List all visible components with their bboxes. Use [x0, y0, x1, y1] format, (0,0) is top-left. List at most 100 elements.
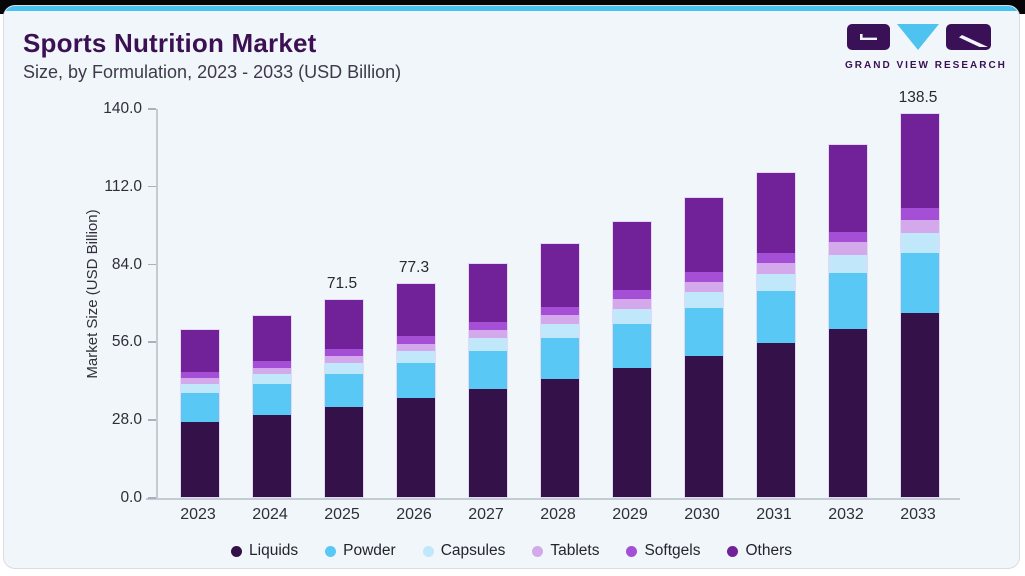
stacked-bar-2030	[684, 197, 724, 498]
y-tick-label: 28.0	[111, 411, 142, 429]
segment-powder-2024	[253, 384, 291, 415]
bar-value-label-2025: 71.5	[326, 275, 358, 293]
segment-capsules-2028	[541, 324, 579, 338]
gvr-logo-text: GRAND VIEW RESEARCH	[845, 60, 1007, 71]
x-tick-label-2026: 2026	[396, 506, 432, 523]
segment-capsules-2030	[685, 292, 723, 309]
chart-card: Sports Nutrition Market Size, by Formula…	[3, 5, 1020, 569]
segment-liquids-2024	[253, 414, 291, 497]
segment-liquids-2029	[613, 368, 651, 497]
segment-others-2030	[685, 198, 723, 273]
segment-powder-2033	[901, 252, 939, 314]
segment-liquids-2030	[685, 356, 723, 497]
legend-label-liquids: Liquids	[249, 542, 299, 559]
stacked-bar-2033	[900, 113, 940, 498]
legend-label-tablets: Tablets	[550, 542, 600, 559]
y-tick-label: 140.0	[103, 100, 142, 117]
x-tick-label-2032: 2032	[828, 506, 864, 523]
segment-softgels-2033	[901, 208, 939, 220]
segment-softgels-2031	[757, 252, 795, 263]
chart-subtitle: Size, by Formulation, 2023 - 2033 (USD B…	[23, 62, 402, 82]
stacked-bar-2028	[540, 243, 580, 498]
y-tick-label: 0.0	[120, 489, 142, 506]
y-tick-label: 112.0	[104, 177, 142, 195]
legend-dot-powder	[325, 545, 337, 557]
y-tick-label: 84.0	[111, 255, 142, 273]
chart-title: Sports Nutrition Market	[23, 28, 317, 58]
segment-capsules-2023	[181, 384, 219, 394]
segment-others-2032	[829, 144, 867, 232]
segment-tablets-2031	[757, 262, 795, 275]
segment-liquids-2033	[901, 313, 939, 497]
grand-view-research-logo: GRAND VIEW RESEARCH	[845, 24, 1007, 71]
segment-powder-2027	[469, 350, 507, 390]
y-tick-mark	[148, 185, 156, 188]
stacked-bar-2025	[324, 299, 364, 498]
segment-others-2024	[253, 315, 291, 362]
legend-dot-tablets	[532, 545, 544, 557]
segment-tablets-2028	[541, 315, 579, 325]
x-axis-line	[146, 498, 960, 500]
x-tick-label-2025: 2025	[324, 506, 360, 523]
segment-tablets-2025	[325, 356, 363, 364]
segment-liquids-2023	[181, 421, 219, 497]
legend-label-others: Others	[745, 542, 792, 559]
segment-softgels-2027	[469, 322, 507, 330]
segment-softgels-2023	[181, 372, 219, 379]
segment-capsules-2025	[325, 363, 363, 375]
bar-value-label-2026: 77.3	[398, 259, 430, 277]
legend-label-capsules: Capsules	[440, 542, 506, 559]
card-top-accent-bar	[4, 6, 1019, 11]
y-tick-mark	[148, 341, 156, 343]
x-tick-label-2028: 2028	[540, 506, 576, 523]
segment-softgels-2024	[253, 361, 291, 368]
legend-item-softgels: Softgels	[626, 542, 700, 560]
segment-powder-2026	[397, 362, 435, 399]
segment-liquids-2025	[325, 407, 363, 497]
segment-capsules-2032	[829, 254, 867, 274]
segment-powder-2029	[613, 323, 651, 369]
stacked-bar-2029	[612, 221, 652, 498]
stacked-bar-2032	[828, 143, 868, 498]
segment-liquids-2027	[469, 389, 507, 497]
legend-item-capsules: Capsules	[422, 542, 506, 560]
segment-capsules-2029	[613, 309, 651, 324]
segment-powder-2023	[181, 393, 219, 422]
legend-dot-softgels	[626, 545, 638, 557]
segment-capsules-2033	[901, 233, 939, 253]
segment-others-2023	[181, 330, 219, 373]
plot-area	[156, 109, 960, 498]
x-tick-label-2024: 2024	[252, 506, 288, 523]
x-tick-label-2023: 2023	[180, 506, 216, 523]
segment-capsules-2031	[757, 274, 795, 292]
legend-label-softgels: Softgels	[644, 542, 701, 559]
segment-softgels-2030	[685, 272, 723, 282]
stacked-bar-2027	[468, 262, 508, 498]
segment-others-2027	[469, 263, 507, 323]
segment-others-2026	[397, 284, 435, 337]
legend-item-powder: Powder	[325, 542, 396, 560]
legend-item-tablets: Tablets	[532, 542, 599, 560]
y-tick-mark	[148, 497, 156, 499]
x-tick-label-2033: 2033	[900, 506, 936, 523]
y-tick-mark	[148, 108, 156, 110]
legend-item-liquids: Liquids	[231, 542, 298, 560]
legend-dot-others	[727, 545, 739, 557]
legend-dot-liquids	[231, 545, 243, 557]
stacked-bar-2024	[252, 314, 292, 498]
segment-powder-2032	[829, 273, 867, 330]
segment-powder-2028	[541, 337, 579, 380]
legend-dot-capsules	[422, 545, 434, 557]
segment-others-2025	[325, 300, 363, 350]
segment-powder-2030	[685, 308, 723, 357]
segment-capsules-2026	[397, 351, 435, 363]
segment-tablets-2030	[685, 281, 723, 293]
segment-powder-2025	[325, 374, 363, 408]
gvr-logo-icon	[847, 24, 991, 50]
segment-tablets-2026	[397, 343, 435, 352]
segment-powder-2031	[757, 291, 795, 344]
segment-tablets-2033	[901, 219, 939, 234]
x-tick-label-2029: 2029	[612, 506, 648, 523]
segment-softgels-2029	[613, 290, 651, 300]
segment-tablets-2023	[181, 378, 219, 385]
